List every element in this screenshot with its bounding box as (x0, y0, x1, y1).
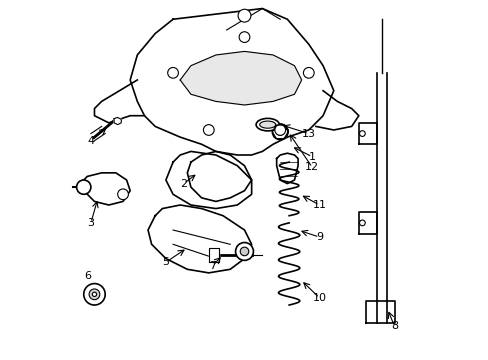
Circle shape (92, 292, 97, 296)
Circle shape (239, 32, 249, 42)
Polygon shape (114, 117, 121, 125)
Polygon shape (148, 205, 251, 273)
Polygon shape (208, 248, 219, 262)
Text: 5: 5 (162, 257, 169, 267)
Circle shape (89, 289, 100, 300)
Polygon shape (180, 51, 301, 105)
Text: 12: 12 (305, 162, 319, 172)
Circle shape (359, 220, 365, 226)
Text: 6: 6 (83, 271, 91, 282)
Polygon shape (94, 80, 144, 123)
Circle shape (274, 125, 285, 135)
Polygon shape (83, 173, 130, 205)
Text: 9: 9 (315, 232, 323, 242)
Text: 8: 8 (390, 321, 397, 332)
Circle shape (240, 247, 248, 256)
Polygon shape (358, 123, 376, 144)
Text: 13: 13 (301, 129, 315, 139)
Text: 3: 3 (87, 218, 94, 228)
Polygon shape (276, 153, 298, 184)
Polygon shape (358, 212, 376, 234)
Text: 2: 2 (180, 179, 187, 189)
Text: 7: 7 (208, 261, 216, 271)
Polygon shape (187, 152, 251, 202)
Text: 4: 4 (87, 136, 94, 146)
Ellipse shape (256, 118, 279, 131)
Polygon shape (130, 9, 333, 155)
Polygon shape (365, 301, 394, 323)
Ellipse shape (259, 121, 275, 128)
Circle shape (272, 124, 287, 140)
Circle shape (303, 67, 313, 78)
Text: 11: 11 (312, 200, 326, 210)
Text: 10: 10 (312, 293, 326, 303)
Circle shape (203, 125, 214, 135)
Circle shape (77, 180, 91, 194)
Circle shape (118, 189, 128, 200)
Circle shape (167, 67, 178, 78)
Circle shape (238, 9, 250, 22)
Polygon shape (165, 152, 251, 208)
Circle shape (235, 243, 253, 260)
Circle shape (359, 131, 365, 136)
Text: 1: 1 (308, 152, 315, 162)
Circle shape (83, 284, 105, 305)
Circle shape (276, 128, 283, 135)
